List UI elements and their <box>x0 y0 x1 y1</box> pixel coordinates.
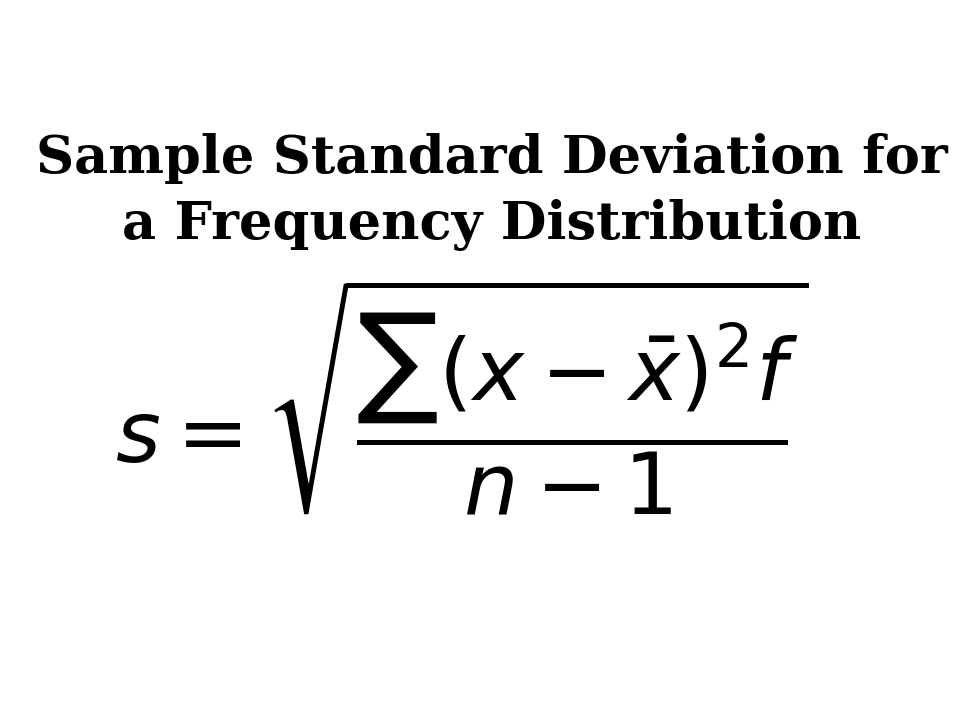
Text: $s = \sqrt{\dfrac{\sum(x - \bar{x})^2 f}{n-1}}$: $s = \sqrt{\dfrac{\sum(x - \bar{x})^2 f}… <box>115 276 809 517</box>
Text: a Frequency Distribution: a Frequency Distribution <box>122 199 862 251</box>
Text: Sample Standard Deviation for: Sample Standard Deviation for <box>36 133 948 184</box>
